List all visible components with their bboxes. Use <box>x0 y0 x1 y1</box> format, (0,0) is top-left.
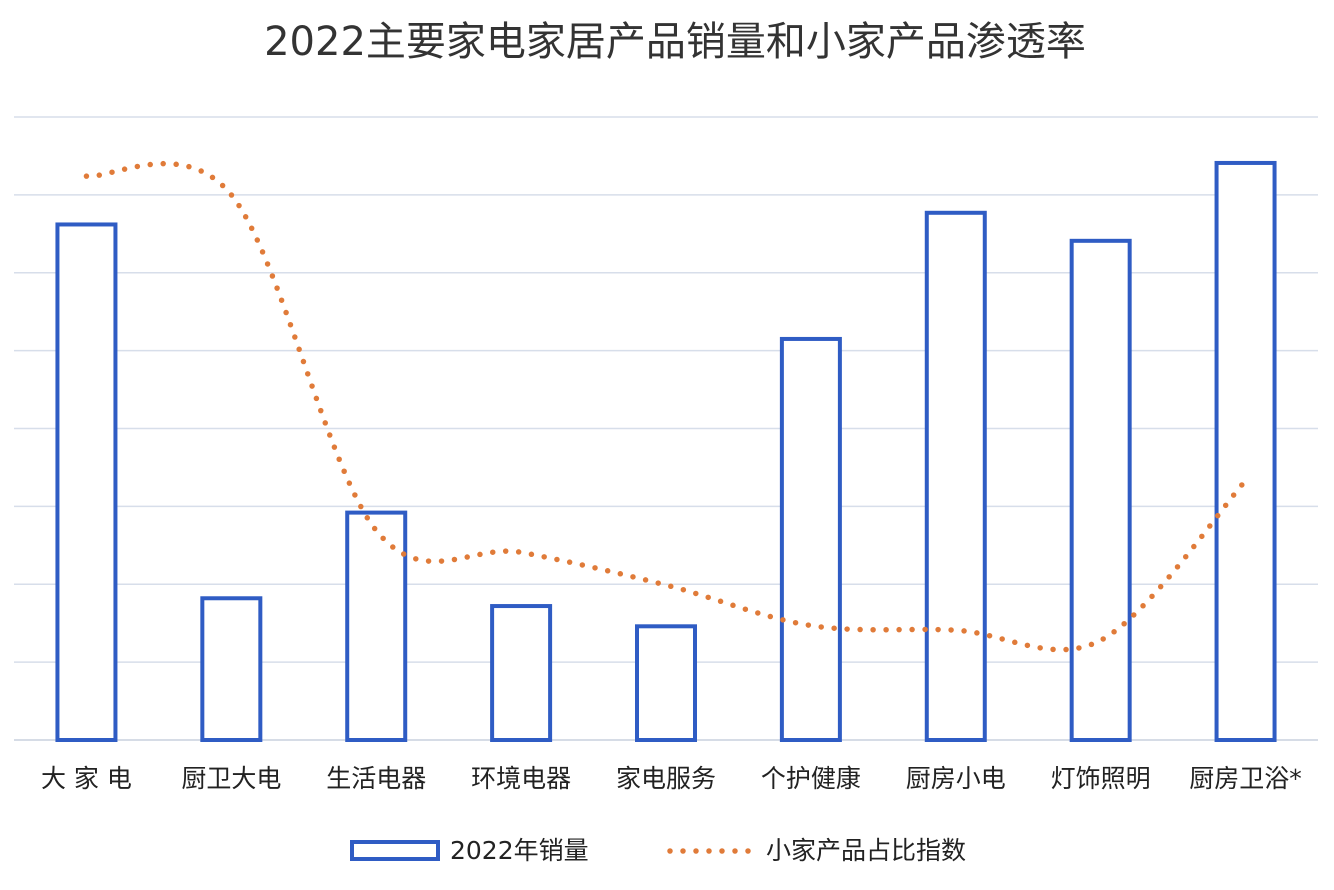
x-tick-label: 灯饰照明 <box>1051 764 1151 793</box>
x-tick-label: 生活电器 <box>326 764 426 793</box>
x-tick-label: 厨房卫浴* <box>1189 764 1302 793</box>
bar <box>345 510 408 742</box>
bar <box>490 604 553 742</box>
bar <box>924 210 987 742</box>
bar <box>200 596 263 743</box>
x-tick-label: 环境电器 <box>471 764 571 793</box>
bar <box>55 222 118 742</box>
x-tick-label: 厨卫大电 <box>181 764 281 793</box>
legend-label: 小家产品占比指数 <box>766 836 966 865</box>
x-tick-label: 家电服务 <box>616 764 716 793</box>
legend-label: 2022年销量 <box>450 836 589 865</box>
bar <box>635 624 697 742</box>
bar <box>779 336 842 742</box>
x-tick-label: 个护健康 <box>761 764 861 793</box>
chart-title: 2022主要家电家居产品销量和小家产品渗透率 <box>264 19 1086 65</box>
bar <box>1214 160 1277 743</box>
x-tick-label: 厨房小电 <box>906 764 1006 793</box>
x-tick-label: 大 家 电 <box>41 764 132 793</box>
bar <box>1069 238 1132 742</box>
legend-swatch <box>350 840 440 861</box>
